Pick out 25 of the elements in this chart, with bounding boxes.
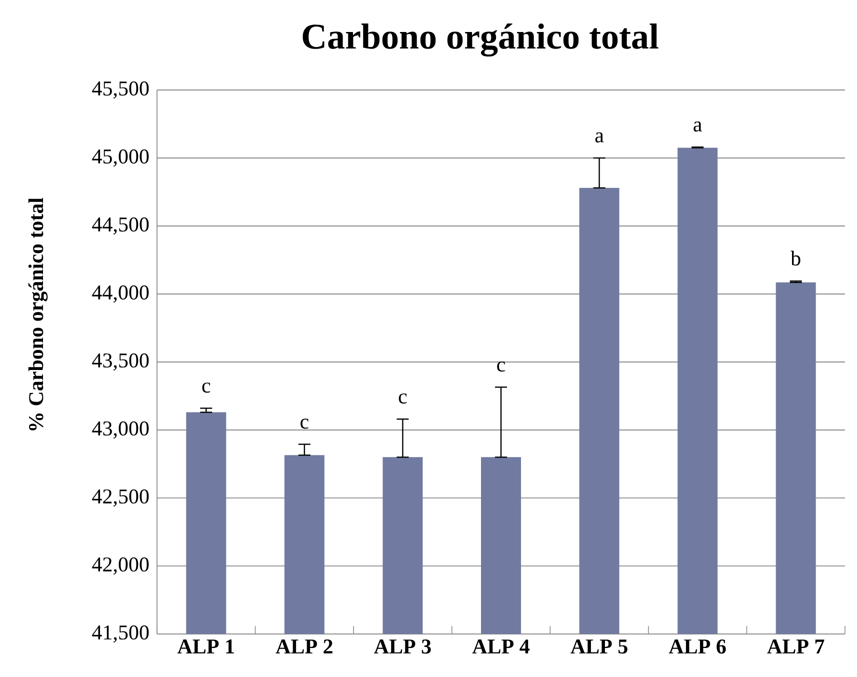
annotation: a <box>595 132 604 142</box>
x-tick-label: ALP 1 <box>177 640 234 654</box>
y-tick-label: 43,000 <box>92 421 149 439</box>
x-tick-label: ALP 6 <box>668 640 726 654</box>
x-tick-label: ALP 7 <box>767 640 824 654</box>
x-tick-label: ALP 3 <box>374 640 431 654</box>
chart-title: Carbono orgánico total <box>302 24 658 56</box>
y-tick-label: 41,500 <box>92 625 149 643</box>
y-tick-label: 44,500 <box>92 217 149 235</box>
annotation: c <box>497 362 506 372</box>
y-tick-label: 45,000 <box>92 149 149 167</box>
annotation: c <box>202 382 210 393</box>
y-tick-label: 45,500 <box>92 81 149 99</box>
annotation: a <box>694 122 702 132</box>
y-axis-title: % Carbono orgánico total <box>28 198 48 430</box>
y-tick-label: 43,500 <box>92 353 149 371</box>
x-tick-label: ALP 4 <box>472 640 530 654</box>
annotation: c <box>300 418 308 429</box>
annotation: b <box>790 250 800 266</box>
y-tick-label: 42,000 <box>92 557 149 575</box>
x-tick-label: ALP 2 <box>276 640 332 654</box>
y-tick-label: 44,000 <box>92 285 149 303</box>
x-tick-label: ALP 5 <box>570 640 628 654</box>
y-tick-label: 42,500 <box>92 489 149 507</box>
annotation: c <box>398 393 407 404</box>
